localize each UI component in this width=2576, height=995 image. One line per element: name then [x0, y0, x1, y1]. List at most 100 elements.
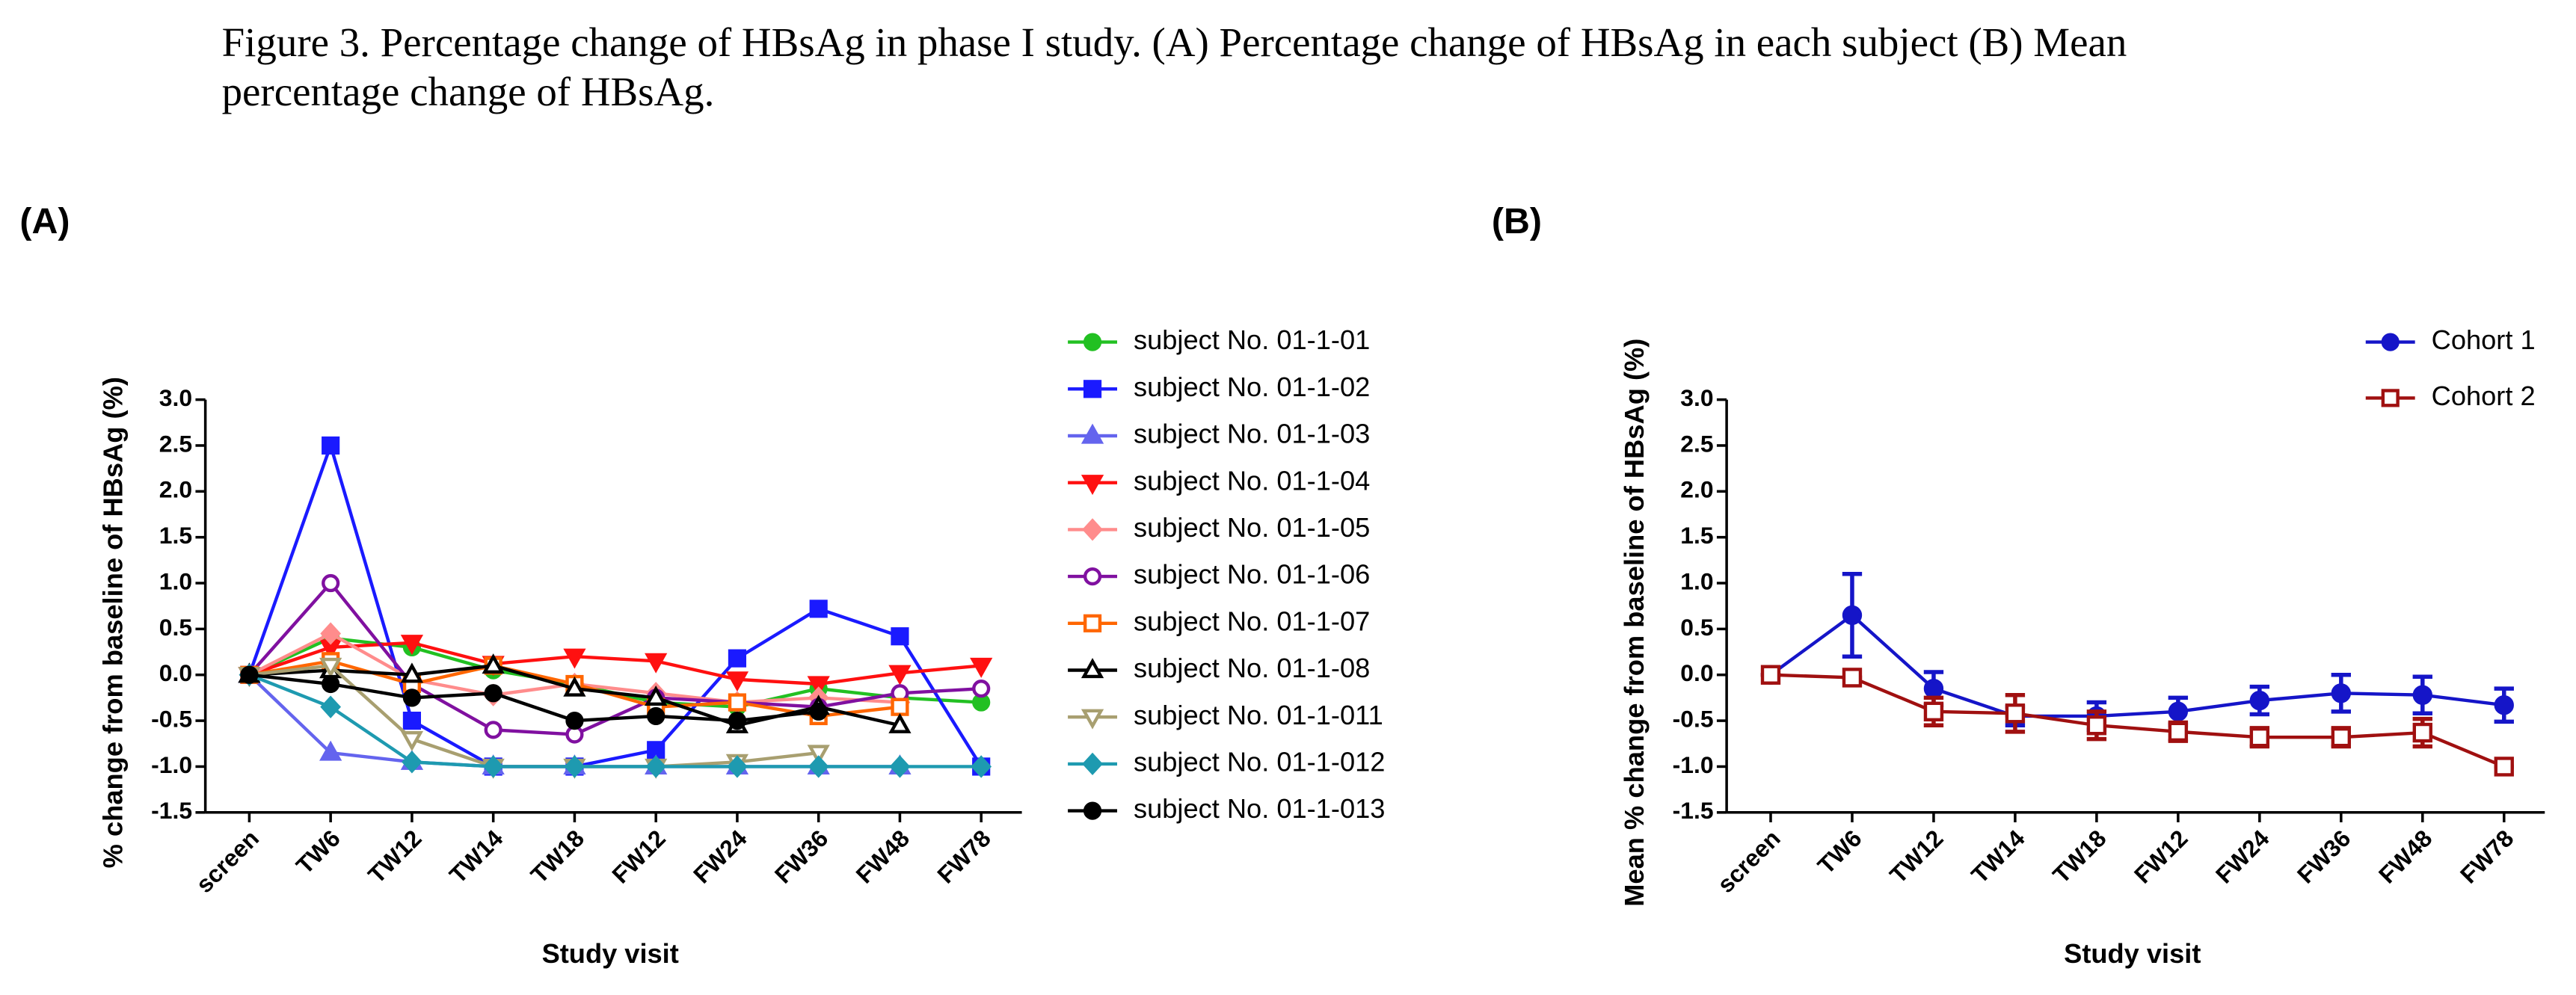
x-axis-label: Study visit [2064, 938, 2201, 969]
legend-marker [1083, 801, 1102, 820]
y-tick-label: 2.0 [159, 476, 192, 503]
x-tick-label: screen [1712, 825, 1786, 898]
legend-marker [1083, 333, 1102, 351]
legend-label: subject No. 01-1-013 [1134, 793, 1385, 824]
y-tick-label: 0.5 [159, 614, 192, 641]
marker [972, 680, 991, 698]
x-tick-label: FW36 [2292, 825, 2355, 889]
marker [727, 755, 748, 778]
legend-marker [1080, 423, 1104, 444]
marker [2168, 721, 2189, 742]
marker [564, 755, 585, 778]
y-tick-label: 2.5 [1680, 430, 1713, 457]
x-tick-label: TW14 [444, 825, 508, 889]
marker [482, 755, 504, 778]
panel-label: (A) [19, 201, 70, 241]
marker [565, 711, 584, 730]
y-tick-label: 2.0 [1680, 476, 1713, 503]
marker [891, 697, 909, 716]
marker [808, 755, 829, 778]
x-tick-label: FW24 [2210, 825, 2275, 889]
y-tick-label: 0.0 [159, 659, 192, 686]
marker [2494, 757, 2514, 777]
marker [2494, 695, 2514, 715]
x-tick-label: TW14 [1966, 825, 2030, 889]
marker [728, 693, 747, 712]
x-tick-label: TW6 [1813, 825, 1867, 879]
legend-label: Cohort 2 [2432, 381, 2536, 411]
legend-label: subject No. 01-1-01 [1134, 324, 1370, 355]
marker [320, 695, 342, 718]
y-tick-label: -1.5 [151, 797, 192, 824]
legend-marker [2381, 333, 2400, 351]
marker [2249, 690, 2270, 711]
legend-marker [2381, 389, 2400, 407]
y-tick-label: 2.5 [159, 430, 192, 457]
legend-label: subject No. 01-1-07 [1134, 606, 1370, 636]
marker [888, 665, 912, 686]
panel-label: (B) [1492, 201, 1542, 241]
marker [725, 671, 749, 692]
x-tick-label: FW24 [688, 825, 752, 889]
marker [2086, 715, 2107, 736]
x-axis-label: Study visit [542, 938, 679, 969]
marker [971, 755, 992, 778]
marker [2331, 727, 2352, 748]
marker [645, 653, 668, 674]
marker [402, 689, 421, 707]
y-tick-label: 3.0 [159, 384, 192, 411]
legend-marker [1080, 475, 1104, 496]
legend-label: subject No. 01-1-06 [1134, 559, 1370, 590]
x-tick-label: TW18 [2047, 825, 2111, 889]
legend-label: subject No. 01-1-08 [1134, 653, 1370, 683]
x-tick-label: TW12 [1884, 825, 1948, 889]
y-tick-label: -0.5 [151, 705, 192, 732]
legend-marker [1083, 380, 1102, 398]
marker [645, 686, 668, 706]
marker [2168, 701, 2189, 722]
marker [322, 674, 340, 694]
series-line [248, 580, 982, 736]
legend-marker [1082, 752, 1103, 776]
caption-line: Figure 3. Percentage change of HBsAg in … [222, 19, 2127, 65]
marker [807, 676, 830, 697]
x-tick-label: TW18 [526, 825, 589, 889]
marker [484, 684, 502, 703]
x-tick-label: FW48 [2373, 825, 2437, 889]
legend-label: Cohort 1 [2432, 324, 2536, 355]
series-line [249, 673, 819, 723]
y-tick-label: -1.0 [151, 751, 192, 778]
marker [484, 721, 502, 739]
legend-marker [1083, 614, 1102, 632]
marker [1923, 678, 1944, 699]
legend-marker [1080, 658, 1104, 679]
series-line [1770, 673, 2505, 768]
x-tick-label: FW78 [932, 825, 995, 889]
marker [2412, 685, 2432, 705]
marker [482, 653, 505, 674]
marker [970, 657, 993, 678]
series-line [248, 673, 982, 768]
y-tick-label: 0.5 [1680, 614, 1713, 641]
marker [728, 649, 747, 668]
marker [320, 622, 342, 645]
marker [888, 712, 912, 733]
marker [809, 702, 828, 721]
legend-marker [1083, 567, 1102, 586]
marker [2005, 703, 2026, 724]
y-axis-label: Mean % change from baseline of HBsAg (%) [1619, 339, 1650, 907]
legend-marker [1082, 518, 1103, 541]
marker [402, 751, 422, 774]
marker [889, 755, 911, 778]
marker [2412, 722, 2432, 743]
marker [402, 711, 421, 730]
x-tick-label: FW12 [606, 825, 670, 889]
marker [322, 573, 340, 593]
marker [240, 665, 259, 684]
marker [1760, 665, 1781, 685]
legend-label: subject No. 01-1-03 [1134, 419, 1370, 449]
legend-marker [1080, 709, 1104, 730]
marker [647, 706, 665, 726]
